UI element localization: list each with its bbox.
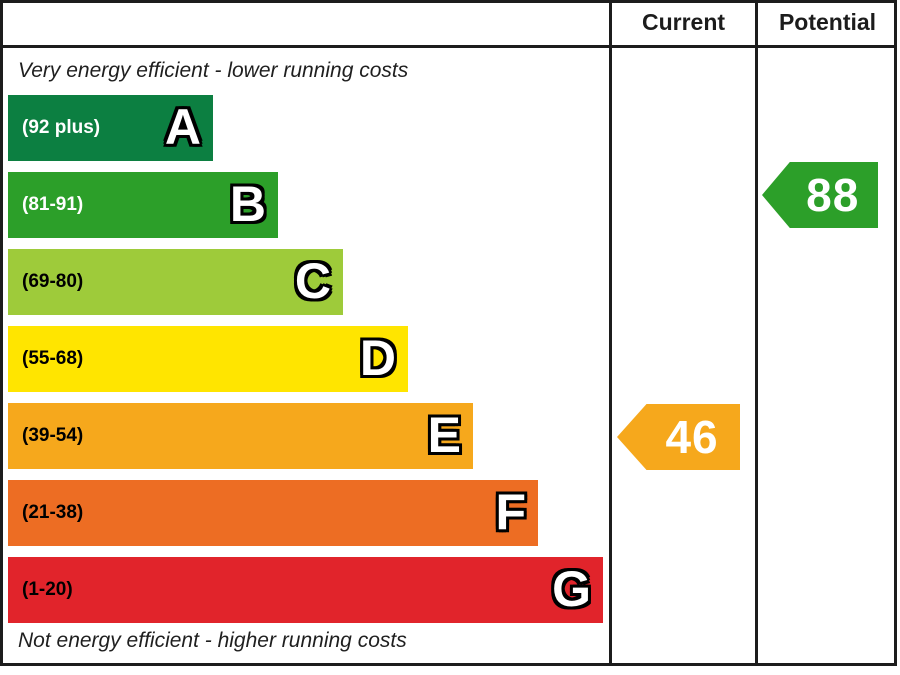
- band-letter: G: [552, 561, 591, 617]
- current-column-divider: [609, 0, 612, 666]
- band-range-label: (55-68): [22, 348, 84, 369]
- band-row-f: (21-38) F: [8, 480, 538, 546]
- current-rating-arrow: 46: [617, 404, 740, 470]
- band-range-label: (21-38): [22, 502, 84, 523]
- band-letter: B: [229, 176, 266, 232]
- current-rating-value: 46: [665, 411, 719, 463]
- band-range-label: (81-91): [22, 194, 84, 215]
- band-row-g: (1-20) G: [8, 557, 603, 623]
- band-letter: D: [359, 330, 396, 386]
- header-divider: [0, 45, 897, 48]
- band-letter: C: [294, 253, 331, 309]
- band-letter: F: [495, 484, 526, 540]
- current-column-header: Current: [641, 9, 726, 35]
- potential-rating-value: 88: [806, 169, 860, 221]
- band-range-label: (69-80): [22, 271, 84, 292]
- band-row-e: (39-54) E: [8, 403, 473, 469]
- band-row-b: (81-91) B: [8, 172, 278, 238]
- potential-rating-arrow: 88: [762, 162, 878, 228]
- top-caption: Very energy efficient - lower running co…: [18, 59, 409, 82]
- band-row-c: (69-80) C: [8, 249, 343, 315]
- band-letter: A: [164, 99, 201, 155]
- band-range-label: (92 plus): [22, 117, 101, 138]
- bottom-caption: Not energy efficient - higher running co…: [18, 629, 407, 652]
- band-row-a: (92 plus) A: [8, 95, 213, 161]
- potential-column-header: Potential: [778, 9, 877, 35]
- band-row-d: (55-68) D: [8, 326, 408, 392]
- band-range-label: (39-54): [22, 425, 84, 446]
- potential-column-divider: [755, 0, 758, 666]
- band-range-label: (1-20): [22, 579, 73, 600]
- band-letter: E: [427, 407, 461, 463]
